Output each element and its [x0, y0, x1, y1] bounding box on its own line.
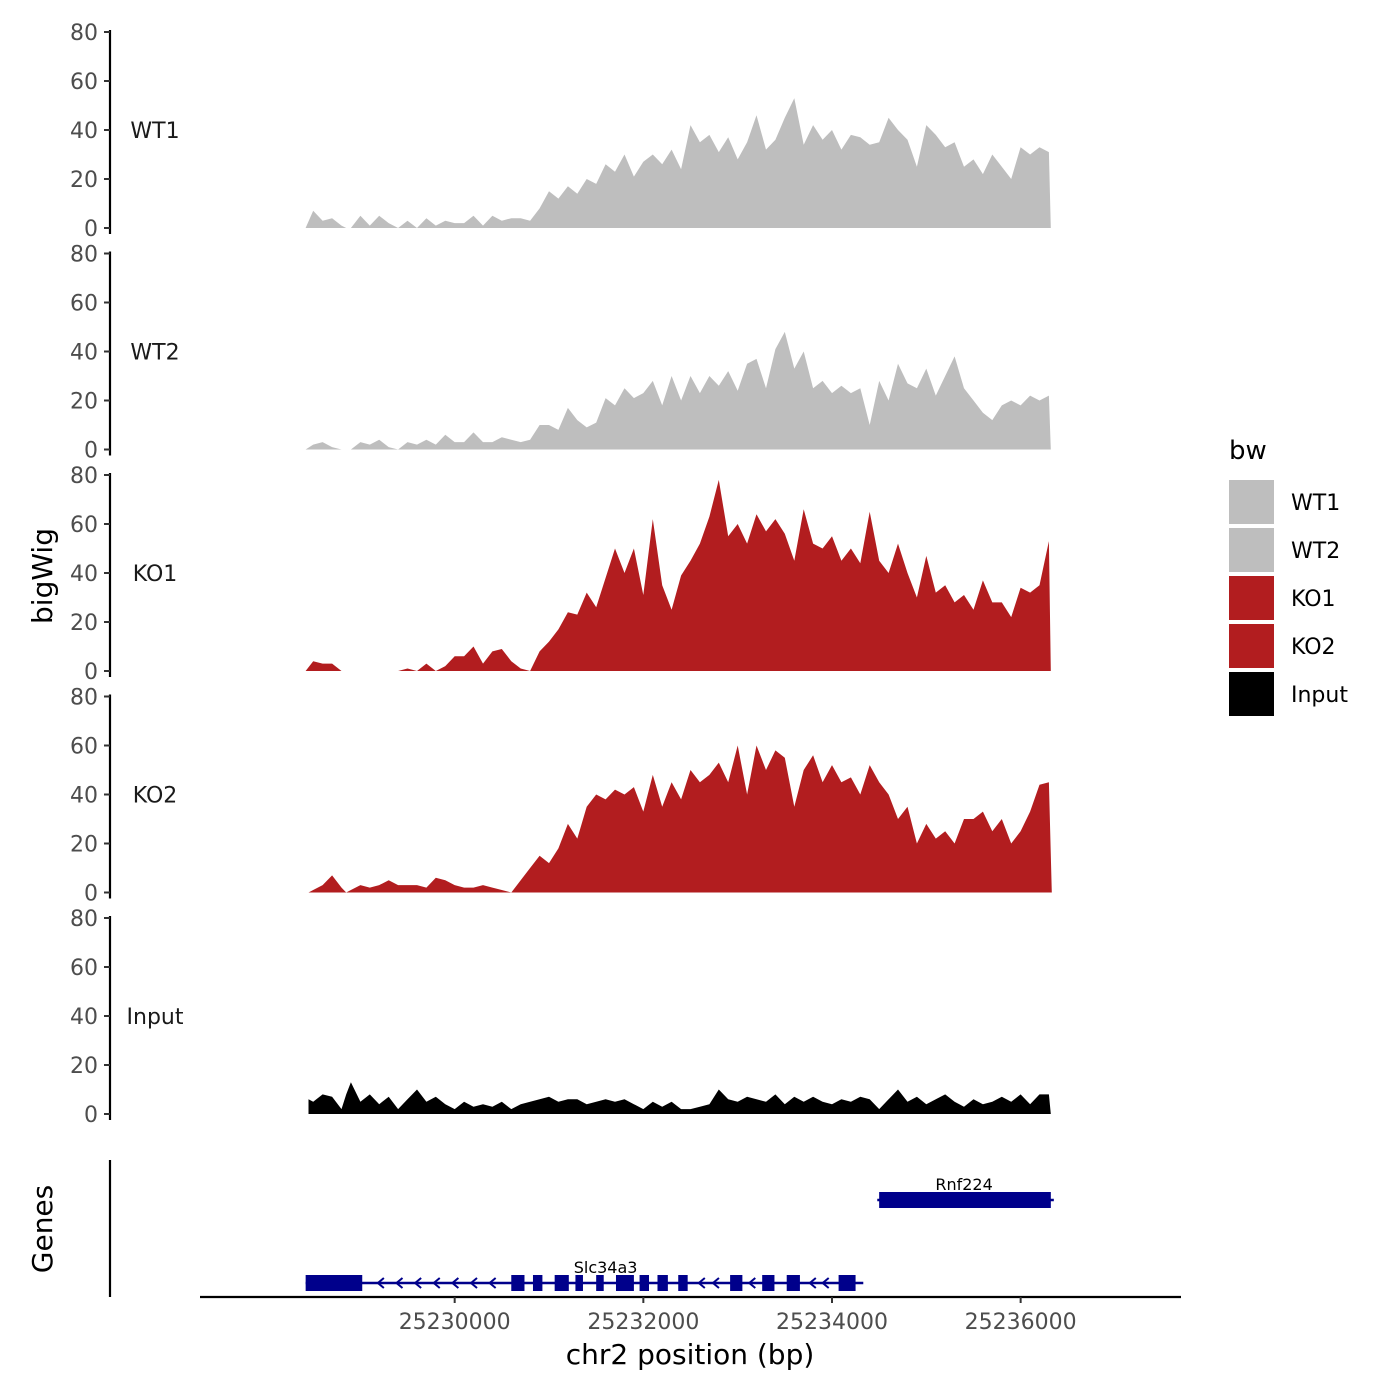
y-tick-label: 80: [70, 21, 98, 46]
x-tick-label: 25230000: [399, 1310, 511, 1335]
y-tick-label: 60: [70, 956, 98, 981]
y-tick-label: 60: [70, 292, 98, 317]
track-wt2: 0 20 40 60 80 WT2: [70, 243, 1051, 464]
y-tick-label: 0: [84, 217, 98, 242]
x-axis: 25230000 25232000 25234000 25236000: [200, 1295, 1181, 1335]
track-label: WT2: [130, 341, 179, 366]
gene-exon: [532, 1275, 543, 1291]
y-tick-label: 20: [70, 611, 98, 636]
legend-label: WT1: [1291, 491, 1340, 516]
coverage-area-wt1: [305, 98, 1051, 228]
gene-exon: [762, 1275, 775, 1291]
legend-swatch: [1229, 528, 1274, 572]
y-tick-label: 60: [70, 513, 98, 538]
y-tick-label: 0: [84, 439, 98, 464]
y-tick-label: 20: [70, 390, 98, 415]
coverage-area-ko1: [305, 479, 1051, 671]
gene-exon: [596, 1275, 604, 1291]
y-tick-label: 20: [70, 168, 98, 193]
track-label: WT1: [130, 119, 179, 144]
x-tick-label: 25232000: [587, 1310, 699, 1335]
track-ko2: 0 20 40 60 80 KO2: [70, 686, 1052, 907]
track-input: 0 20 40 60 80 Input: [70, 907, 1051, 1128]
y-tick-label: 80: [70, 464, 98, 489]
y-tick-label: 0: [84, 1103, 98, 1128]
strand-arrow: [821, 1277, 830, 1289]
strand-arrow: [808, 1277, 817, 1289]
legend-swatch: [1229, 576, 1274, 620]
legend-item-wt2: WT2: [1229, 528, 1340, 572]
strand-arrow: [432, 1277, 441, 1289]
legend-item-ko2: KO2: [1229, 624, 1336, 668]
y-tick-label: 40: [70, 1005, 98, 1030]
coverage-area-ko2: [308, 745, 1052, 893]
y-tick-label: 20: [70, 833, 98, 858]
legend-label: Input: [1291, 683, 1348, 708]
y-tick-label: 40: [70, 341, 98, 366]
strand-arrow: [488, 1277, 497, 1289]
y-tick-label: 60: [70, 70, 98, 95]
track-ko1: 0 20 40 60 80 KO1: [70, 464, 1051, 685]
gene-exon: [615, 1275, 634, 1291]
gene-exon: [511, 1275, 525, 1291]
gene-label: Slc34a3: [574, 1258, 638, 1277]
legend-item-input: Input: [1229, 672, 1348, 716]
track-label: KO1: [133, 562, 178, 587]
legend-label: WT2: [1291, 539, 1340, 564]
strand-arrow: [469, 1277, 478, 1289]
legend-swatch: [1229, 624, 1274, 668]
coverage-tracks: 0 20 40 60 80 WT1 0 20 40 60 80 WT2 0 20 40 60 80 KO1 0 20 4…: [70, 21, 1052, 1128]
gene-label: Rnf224: [935, 1175, 992, 1194]
legend-item-wt1: WT1: [1229, 480, 1340, 524]
legend-label: KO2: [1291, 635, 1336, 660]
gene-rnf224: Rnf224: [877, 1175, 1054, 1208]
gene-exon: [305, 1275, 363, 1291]
legend-label: KO1: [1291, 587, 1336, 612]
x-tick-label: 25236000: [965, 1310, 1077, 1335]
x-axis-title: chr2 position (bp): [566, 1338, 815, 1371]
y-tick-label: 60: [70, 735, 98, 760]
strand-arrow: [394, 1277, 404, 1289]
coverage-area-wt2: [305, 331, 1051, 450]
y-axis-title: bigWig: [26, 528, 59, 624]
gene-exon: [554, 1275, 569, 1291]
strand-arrow: [747, 1277, 756, 1289]
gene-exon: [786, 1275, 800, 1291]
strand-arrow: [450, 1277, 460, 1289]
track-label: KO2: [133, 784, 178, 809]
y-tick-label: 80: [70, 686, 98, 711]
legend-item-ko1: KO1: [1229, 576, 1336, 620]
strand-arrow: [697, 1277, 706, 1289]
gene-exon: [575, 1275, 583, 1291]
legend-title: bw: [1229, 436, 1267, 466]
gene-exon: [730, 1275, 743, 1291]
y-tick-label: 20: [70, 1054, 98, 1079]
y-tick-label: 0: [84, 660, 98, 685]
legend-swatch: [1229, 672, 1274, 716]
track-wt1: 0 20 40 60 80 WT1: [70, 21, 1051, 242]
gene-exon: [639, 1275, 649, 1291]
x-tick-label: 25234000: [776, 1310, 888, 1335]
y-tick-label: 40: [70, 119, 98, 144]
strand-arrow: [711, 1277, 720, 1289]
y-tick-label: 80: [70, 907, 98, 932]
strand-arrow: [376, 1277, 385, 1289]
gene-exon: [838, 1275, 856, 1291]
gene-exon: [678, 1275, 688, 1291]
y-tick-label: 40: [70, 562, 98, 587]
legend-swatch: [1229, 480, 1274, 524]
track-label: Input: [127, 1005, 184, 1030]
strand-arrow: [413, 1277, 422, 1289]
coverage-area-input: [308, 1082, 1051, 1114]
gene-exon: [657, 1275, 668, 1291]
gene-slc34a3: Slc34a3: [305, 1258, 864, 1291]
y-tick-label: 40: [70, 784, 98, 809]
gene-exon: [879, 1192, 1051, 1208]
legend: bw WT1 WT2 KO1 KO2 Input: [1229, 436, 1348, 716]
genes-axis-title: Genes: [26, 1185, 59, 1273]
y-tick-label: 0: [84, 882, 98, 907]
gene-annotation-track: Slc34a3 Rnf224: [108, 1160, 1054, 1297]
y-tick-label: 80: [70, 243, 98, 268]
